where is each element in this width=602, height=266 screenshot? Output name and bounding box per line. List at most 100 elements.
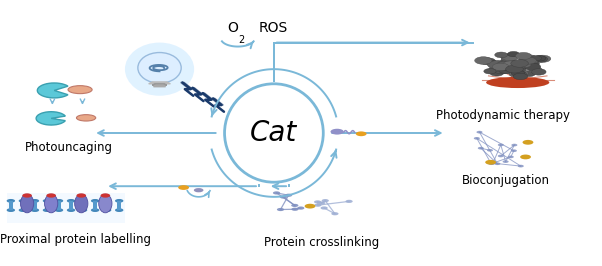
Circle shape xyxy=(502,54,518,61)
Bar xyxy=(93,202,97,210)
Circle shape xyxy=(494,163,500,165)
Ellipse shape xyxy=(486,77,550,88)
Circle shape xyxy=(498,67,514,74)
Circle shape xyxy=(494,61,507,66)
Polygon shape xyxy=(181,82,193,89)
Circle shape xyxy=(178,185,189,190)
Circle shape xyxy=(475,57,492,64)
Circle shape xyxy=(511,70,525,76)
Circle shape xyxy=(43,199,51,203)
Bar xyxy=(57,201,61,209)
Circle shape xyxy=(474,137,480,140)
Circle shape xyxy=(503,160,509,163)
Circle shape xyxy=(490,162,496,164)
Circle shape xyxy=(501,57,515,64)
Circle shape xyxy=(487,149,493,152)
Circle shape xyxy=(103,208,111,212)
Circle shape xyxy=(514,73,528,80)
Ellipse shape xyxy=(75,194,88,213)
Bar xyxy=(57,202,61,210)
Text: Bioconjugation: Bioconjugation xyxy=(462,174,550,187)
Wedge shape xyxy=(36,112,65,125)
Circle shape xyxy=(501,56,514,61)
Circle shape xyxy=(520,62,531,68)
Circle shape xyxy=(331,212,338,215)
Polygon shape xyxy=(149,82,170,84)
Circle shape xyxy=(494,67,509,74)
Text: Photodynamic therapy: Photodynamic therapy xyxy=(436,109,569,122)
Text: Proximal protein labelling: Proximal protein labelling xyxy=(0,233,150,246)
Circle shape xyxy=(79,208,87,212)
Bar xyxy=(93,201,97,209)
Circle shape xyxy=(533,56,548,62)
Circle shape xyxy=(489,67,500,72)
Circle shape xyxy=(346,200,353,203)
Circle shape xyxy=(273,191,280,194)
Circle shape xyxy=(103,199,111,203)
Circle shape xyxy=(314,203,321,207)
Circle shape xyxy=(314,200,321,203)
Ellipse shape xyxy=(138,52,181,83)
Bar xyxy=(69,201,73,209)
Circle shape xyxy=(522,57,533,62)
Circle shape xyxy=(285,194,292,197)
Circle shape xyxy=(535,55,551,62)
Circle shape xyxy=(67,208,75,212)
Circle shape xyxy=(526,58,538,63)
Bar xyxy=(7,193,125,223)
Circle shape xyxy=(22,193,32,198)
Circle shape xyxy=(492,63,509,70)
Ellipse shape xyxy=(225,84,323,182)
Circle shape xyxy=(297,206,305,210)
Ellipse shape xyxy=(68,86,92,94)
Circle shape xyxy=(509,71,523,77)
Circle shape xyxy=(291,204,299,207)
Ellipse shape xyxy=(125,43,194,96)
Circle shape xyxy=(497,62,510,68)
Circle shape xyxy=(101,193,110,198)
Circle shape xyxy=(529,67,542,73)
Bar xyxy=(117,202,121,210)
Circle shape xyxy=(480,58,495,65)
Circle shape xyxy=(530,56,542,61)
Text: Photouncaging: Photouncaging xyxy=(25,141,113,154)
Circle shape xyxy=(115,199,123,203)
Circle shape xyxy=(91,208,99,212)
Circle shape xyxy=(513,61,529,68)
Circle shape xyxy=(488,162,494,165)
Ellipse shape xyxy=(45,194,58,213)
Bar xyxy=(9,202,13,210)
Circle shape xyxy=(7,208,15,212)
Circle shape xyxy=(507,51,520,57)
Circle shape xyxy=(498,144,504,146)
Circle shape xyxy=(507,156,514,158)
Circle shape xyxy=(509,67,526,75)
Polygon shape xyxy=(154,85,166,87)
Circle shape xyxy=(115,208,123,212)
Bar xyxy=(9,201,13,209)
Ellipse shape xyxy=(76,115,96,121)
Polygon shape xyxy=(152,84,167,85)
Circle shape xyxy=(524,63,541,70)
Circle shape xyxy=(356,131,367,136)
Text: 2: 2 xyxy=(238,35,244,45)
Circle shape xyxy=(505,61,517,66)
Circle shape xyxy=(503,61,520,68)
Circle shape xyxy=(55,208,63,212)
Circle shape xyxy=(498,155,504,157)
Circle shape xyxy=(7,199,15,203)
Bar xyxy=(33,202,37,210)
Circle shape xyxy=(31,199,39,203)
Circle shape xyxy=(484,69,496,74)
Circle shape xyxy=(488,61,505,69)
Text: ROS: ROS xyxy=(259,21,288,35)
Bar xyxy=(81,201,85,209)
Circle shape xyxy=(79,199,87,203)
Bar xyxy=(21,201,25,209)
Circle shape xyxy=(511,144,517,146)
Circle shape xyxy=(520,155,531,159)
Bar xyxy=(45,201,49,209)
Circle shape xyxy=(280,196,287,199)
Circle shape xyxy=(518,165,524,167)
Circle shape xyxy=(330,129,344,135)
